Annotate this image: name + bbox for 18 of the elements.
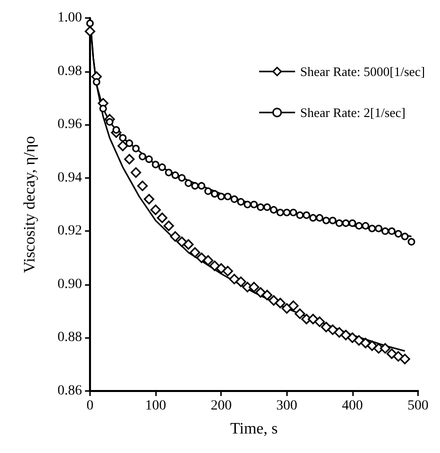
y-tick-label: 0.94 <box>58 170 82 186</box>
y-axis-title: Viscosity decay, η/ηo <box>22 136 38 273</box>
legend-label: Shear Rate: 5000[1/sec] <box>300 64 426 79</box>
x-tick-label: 200 <box>210 398 232 414</box>
x-tick-label: 100 <box>145 398 166 414</box>
legend-label: Shear Rate: 2[1/sec] <box>300 105 406 120</box>
x-tick-label: 500 <box>408 398 428 414</box>
y-tick-label: 0.98 <box>58 64 82 79</box>
y-tick-label: 0.96 <box>58 117 82 132</box>
y-tick-label: 0.86 <box>58 384 82 398</box>
y-tick-label: 0.90 <box>58 276 82 292</box>
y-tick-label: 0.92 <box>58 224 82 239</box>
x-axis-title: Time, s <box>230 420 278 438</box>
y-tick-label: 1.00 <box>58 10 82 26</box>
x-tick-label: 400 <box>342 398 363 414</box>
y-tick-label: 0.88 <box>58 330 82 346</box>
x-tick-label: 300 <box>276 398 298 414</box>
x-tick-label: 0 <box>86 398 94 414</box>
